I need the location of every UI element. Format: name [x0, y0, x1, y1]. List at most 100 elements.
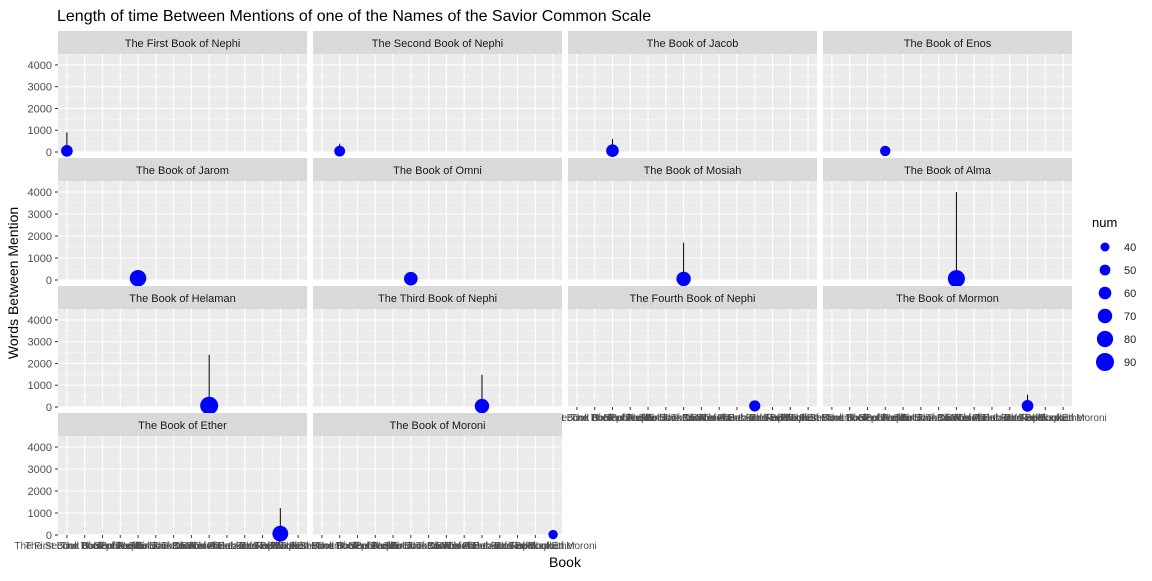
facet-panel: The Book of Moroni The First Book of Neph…	[269, 413, 597, 552]
data-point	[334, 145, 346, 157]
panel-background	[313, 54, 562, 152]
x-tick-label: The Book of Omni	[626, 413, 707, 424]
x-tick-label: The Third Book of Nephi	[683, 413, 791, 424]
x-tick-label: The Book of Mormon	[726, 413, 819, 424]
y-axis-title: Words Between Mention	[5, 207, 21, 359]
panel-background	[58, 181, 307, 280]
facet-panel: The Fourth Book of Nephi The First Book o…	[524, 286, 852, 424]
x-tick-label: The Book of Jarom	[861, 413, 945, 424]
facet-strip	[313, 413, 562, 436]
facet-strip	[58, 286, 307, 309]
y-tick-label: 1000	[28, 125, 52, 137]
facet-panel: The Book of Omni	[313, 158, 562, 286]
legend-label: 70	[1124, 311, 1136, 323]
y-tick-label: 4000	[28, 187, 52, 199]
facet-strip	[568, 286, 817, 309]
x-tick-label: The Book of Alma	[407, 541, 486, 552]
y-tick-label: 2000	[28, 103, 52, 115]
facet-strip	[58, 413, 307, 436]
x-tick-label: The Second Book of Nephi	[790, 413, 910, 424]
x-tick-label: The Fourth Book of Nephi	[697, 413, 812, 424]
facet-panel: The Book of Enos	[823, 31, 1072, 157]
x-tick-label: The Book of Helaman	[416, 541, 513, 552]
x-tick-label: The Book of Mosiah	[894, 413, 983, 424]
facet-panel: The Book of Mormon The First Book of Neph…	[779, 286, 1107, 424]
facet-strip	[823, 31, 1072, 54]
x-tick-label: The Book of Enos	[591, 413, 671, 424]
y-tick-label: 2000	[28, 358, 52, 370]
facet-panel: The Book of Jacob	[568, 31, 817, 157]
legend: num 40 50 60 70 80 90	[1092, 215, 1136, 371]
facet-label: The Book of Omni	[393, 165, 482, 177]
facet-strip	[568, 31, 817, 54]
legend-label: 90	[1124, 357, 1136, 369]
facet-strip	[568, 158, 817, 181]
y-tick-label: 2000	[28, 486, 52, 498]
y-tick-label: 3000	[28, 337, 52, 349]
y-tick-label: 1000	[28, 253, 52, 265]
facet-strip	[313, 158, 562, 181]
data-point	[403, 271, 418, 286]
data-point	[749, 400, 761, 412]
x-tick-label: The Book of Omni	[881, 413, 962, 424]
panel-background	[58, 309, 307, 407]
chart-title: Length of time Between Mentions of one o…	[57, 8, 651, 25]
panel-background	[568, 309, 817, 407]
legend-label: 80	[1124, 334, 1136, 346]
x-tick-label: The Book of Jacob	[316, 541, 400, 552]
panel-background	[313, 309, 562, 407]
legend-title: num	[1092, 215, 1117, 230]
y-tick-label: 3000	[28, 82, 52, 94]
facet-label: The First Book of Nephi	[125, 38, 241, 50]
y-tick-label: 3000	[28, 209, 52, 221]
facet-panel: The Book of Jarom 0 1000 2000 3000 4000	[28, 158, 307, 287]
x-tick-label: The Fourth Book of Nephi	[442, 541, 557, 552]
x-tick-label: The Book of Enos	[846, 413, 926, 424]
x-tick-label: The Second Book of Nephi	[25, 541, 145, 552]
panel-background	[823, 309, 1072, 407]
y-tick-label: 2000	[28, 231, 52, 243]
y-tick-label: 0	[46, 147, 52, 159]
panel-background	[823, 181, 1072, 280]
data-point	[272, 525, 289, 542]
x-tick-label: The Book of Moroni	[254, 541, 341, 552]
legend-key	[1100, 242, 1110, 252]
facet-panel: The Second Book of Nephi	[313, 31, 562, 157]
x-tick-label: The Second Book of Nephi	[280, 541, 400, 552]
facet-strip	[823, 286, 1072, 309]
x-tick-label: The Third Book of Nephi	[428, 541, 536, 552]
facet-panel: The Book of Mosiah	[568, 158, 817, 287]
data-point	[1021, 400, 1034, 412]
facet-label: The Fourth Book of Nephi	[630, 293, 756, 305]
y-tick-label: 4000	[28, 315, 52, 327]
x-tick-label: The Fourth Book of Nephi	[952, 413, 1067, 424]
data-point	[880, 145, 891, 157]
facet-panel: The Third Book of Nephi	[313, 286, 562, 414]
data-point	[947, 270, 965, 288]
y-tick-label: 0	[46, 530, 52, 542]
x-tick-label: The Book of Alma	[152, 541, 231, 552]
x-tick-label: The Book of Mosiah	[639, 413, 728, 424]
x-tick-label: The Book of Helaman	[671, 413, 768, 424]
x-tick-label: The Book of Ether	[240, 541, 321, 552]
y-tick-label: 4000	[28, 60, 52, 72]
x-tick-label: The Book of Mosiah	[129, 541, 218, 552]
x-tick-label: The Book of Alma	[662, 413, 741, 424]
data-point	[129, 269, 147, 287]
facet-strip	[313, 31, 562, 54]
facet-strip	[313, 286, 562, 309]
facet-strip	[58, 158, 307, 181]
legend-label: 40	[1124, 242, 1136, 254]
data-point	[676, 271, 691, 287]
x-tick-label: The Second Book of Nephi	[535, 413, 655, 424]
x-tick-label: The Book of Helaman	[926, 413, 1023, 424]
x-tick-label: The First Book of Nephi	[779, 413, 884, 424]
facet-label: The Book of Mosiah	[644, 165, 742, 177]
facet-label: The Book of Ether	[138, 420, 227, 432]
panel-background	[568, 54, 817, 152]
facet-label: The Book of Helaman	[129, 293, 235, 305]
facet-strip	[58, 31, 307, 54]
y-tick-label: 3000	[28, 464, 52, 476]
x-tick-label: The Book of Jacob	[61, 541, 145, 552]
